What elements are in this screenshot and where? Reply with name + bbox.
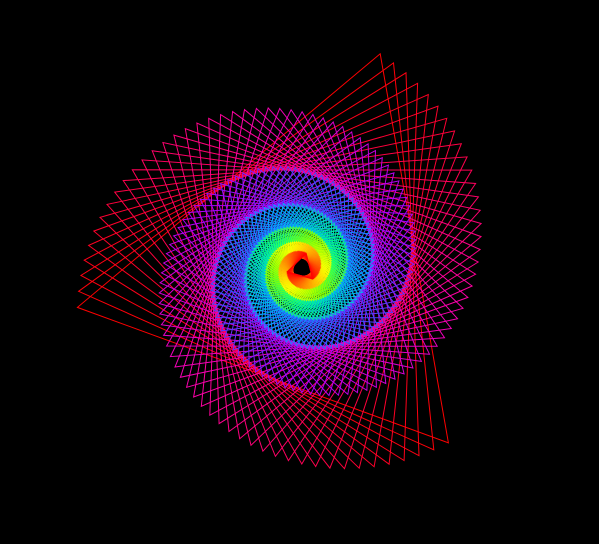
spiral-triangle	[286, 252, 314, 280]
triangle-layer	[76, 52, 483, 470]
